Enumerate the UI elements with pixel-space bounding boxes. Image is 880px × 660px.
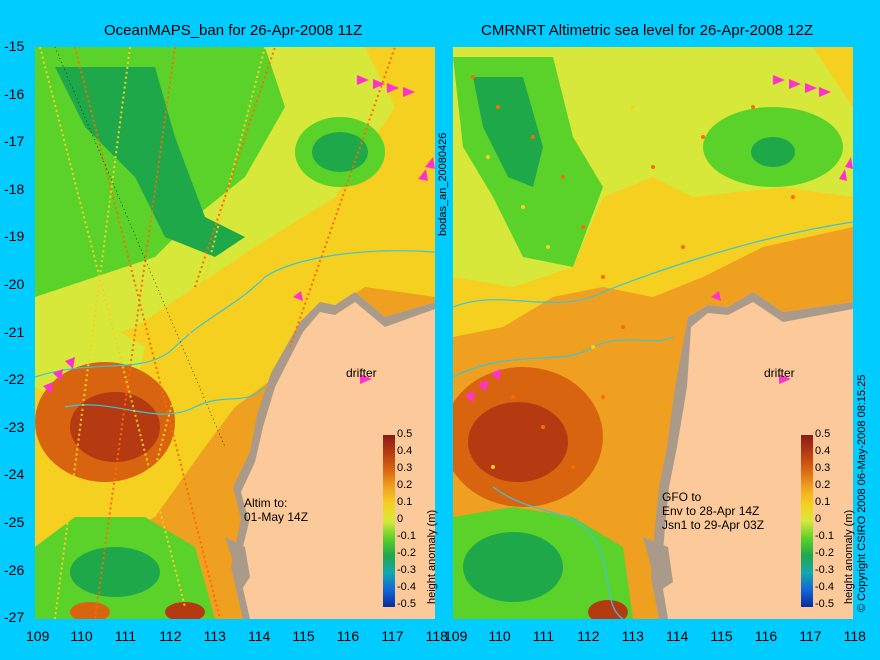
colorbar-tick-label: 0.1: [815, 496, 831, 508]
colorbar-tick-label: 0.4: [397, 445, 413, 457]
x-tick-label: 117: [381, 628, 404, 644]
y-tick-label: -24: [4, 466, 25, 483]
y-tick-label: -27: [4, 609, 25, 626]
right-gfo-note: GFO to Env to 28-Apr 14Z Jsn1 to 29-Apr …: [662, 490, 765, 532]
colorbar-tick-label: 0: [815, 513, 822, 525]
x-tick-label: 118: [843, 628, 866, 644]
left-map: [35, 47, 435, 619]
left-drifter-label: drifter: [346, 366, 377, 380]
colorbar-tick-label: -0.4: [815, 581, 834, 593]
analysis-id-label: bodas_an_20080426: [437, 132, 449, 236]
y-tick-label: -20: [4, 276, 25, 292]
y-tick-label: -21: [4, 323, 25, 340]
y-tick-label: -22: [4, 371, 25, 388]
colorbar-tick-label: -0.2: [815, 547, 834, 559]
x-tick-label: 117: [799, 628, 822, 644]
left-colorbar: [383, 435, 395, 607]
right-colorbar-title: height anomaly (m): [843, 509, 855, 604]
y-tick-label: -25: [4, 514, 25, 530]
colorbar-tick-label: 0.3: [815, 462, 831, 474]
x-tick-label: 114: [666, 628, 689, 644]
right-drifter-label: drifter: [764, 366, 795, 380]
colorbar-tick-label: -0.1: [815, 530, 834, 542]
right-map-field: [453, 47, 853, 619]
x-tick-label: 111: [114, 628, 137, 644]
x-tick-label: 115: [292, 628, 315, 644]
colorbar-tick-label: -0.5: [397, 598, 416, 610]
x-tick-label: 110: [70, 628, 93, 644]
colorbar-tick-label: -0.3: [397, 564, 416, 576]
colorbar-tick-label: 0: [397, 513, 404, 525]
x-tick-label: 114: [248, 628, 271, 644]
colorbar-tick-label: 0.5: [815, 428, 831, 440]
colorbar-tick-label: -0.5: [815, 598, 834, 610]
y-tick-label: -16: [4, 85, 25, 102]
left-map-field: [35, 47, 435, 619]
x-tick-label: 113: [621, 628, 644, 644]
right-map: [453, 47, 853, 619]
x-tick-label: 112: [159, 628, 182, 644]
colorbar-tick-label: -0.2: [397, 547, 416, 559]
x-tick-label: 118: [425, 628, 448, 644]
left-colorbar-title: height anomaly (m): [426, 509, 438, 604]
colorbar-tick-label: 0.3: [397, 462, 413, 474]
copyright-label: © Copyright CSIRO 2008 06-May-2008 08:15…: [856, 374, 868, 612]
x-tick-label: 109: [444, 628, 468, 644]
y-tick-label: -19: [4, 228, 25, 245]
y-tick-label: -15: [4, 38, 25, 54]
x-tick-label: 112: [577, 628, 600, 644]
x-tick-label: 109: [26, 628, 50, 644]
y-tick-label: -26: [4, 561, 25, 578]
colorbar-tick-label: -0.4: [397, 581, 416, 593]
x-tick-label: 111: [532, 628, 555, 644]
colorbar-tick-label: 0.2: [397, 479, 413, 491]
x-tick-label: 110: [488, 628, 511, 644]
right-map-title: CMRNRT Altimetric sea level for 26-Apr-2…: [481, 22, 814, 39]
right-colorbar: [801, 435, 813, 607]
colorbar-tick-label: 0.4: [815, 445, 831, 457]
x-tick-label: 115: [710, 628, 733, 644]
colorbar-tick-label: 0.5: [397, 428, 413, 440]
y-tick-label: -18: [4, 180, 25, 197]
colorbar-tick-label: -0.1: [397, 530, 416, 542]
x-tick-label: 116: [336, 628, 360, 644]
left-map-title: OceanMAPS_ban for 26-Apr-2008 11Z: [104, 22, 363, 39]
colorbar-tick-label: -0.3: [815, 564, 834, 576]
y-tick-label: -23: [4, 418, 25, 435]
colorbar-tick-label: 0.2: [815, 479, 831, 491]
x-tick-label: 113: [203, 628, 226, 644]
y-tick-label: -17: [4, 133, 25, 150]
left-altim-note: Altim to: 01-May 14Z: [244, 496, 309, 524]
colorbar-tick-label: 0.1: [397, 496, 413, 508]
x-tick-label: 116: [754, 628, 778, 644]
